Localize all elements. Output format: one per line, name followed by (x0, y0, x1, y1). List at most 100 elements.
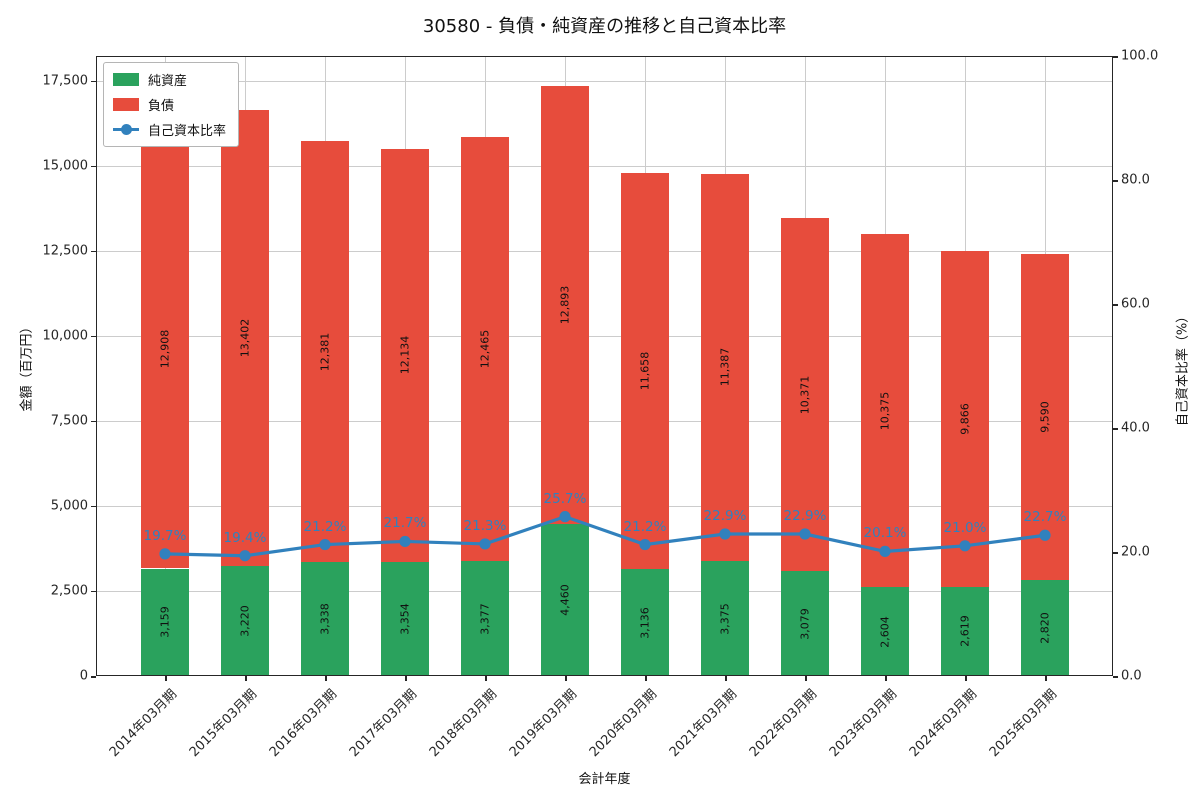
liabilities-swatch-icon (113, 98, 139, 111)
right-ytick-label: 0.0 (1121, 668, 1142, 684)
legend-label-net-assets: 純資産 (148, 74, 188, 89)
net-assets-bar (701, 561, 749, 676)
equity-ratio-marker (639, 538, 651, 551)
right-tick-mark (1113, 180, 1118, 182)
right-ytick-label: 40.0 (1121, 420, 1150, 436)
equity-ratio-marker (799, 528, 811, 540)
equity-ratio-value-label: 25.7% (543, 490, 587, 507)
net-assets-bar (861, 587, 909, 676)
left-tick-mark (91, 676, 96, 678)
left-ytick-label: 7,500 (50, 413, 88, 429)
left-ytick-label: 12,500 (42, 243, 89, 259)
equity-ratio-value-label: 21.2% (303, 518, 347, 535)
net-assets-bar (221, 566, 269, 676)
h-gridline (96, 250, 1113, 252)
x-tick-label: 2023年03月期 (827, 686, 901, 761)
x-tick-mark (405, 676, 407, 681)
net-assets-bar (621, 569, 669, 676)
left-ytick-label: 2,500 (50, 583, 88, 599)
left-tick-mark (91, 335, 96, 338)
liabilities-value-label: 11,658 (638, 351, 652, 391)
liabilities-bar (941, 251, 989, 587)
net-assets-value-label: 3,136 (638, 606, 652, 639)
h-gridline (96, 165, 1113, 167)
net-assets-value-label: 3,220 (238, 605, 252, 637)
equity-ratio-line-icon (113, 123, 139, 136)
left-ytick-label: 10,000 (42, 328, 89, 344)
x-tick-mark (885, 676, 887, 681)
legend: 純資産 負債 自己資本比率 (103, 62, 240, 147)
liabilities-value-label: 10,375 (878, 391, 892, 431)
equity-ratio-value-label: 22.9% (703, 508, 747, 525)
legend-label-equity-ratio: 自己資本比率 (148, 124, 227, 139)
x-tick-mark (1045, 676, 1047, 681)
left-tick-mark (91, 505, 96, 508)
equity-ratio-value-label: 21.3% (463, 517, 507, 534)
x-tick-label: 2019年03月期 (507, 686, 581, 761)
left-ytick-label: 5,000 (50, 498, 88, 514)
x-axis-title: 会計年度 (578, 772, 631, 787)
equity-ratio-value-label: 19.7% (143, 527, 187, 544)
x-tick-mark (645, 676, 647, 681)
net-assets-value-label: 2,619 (958, 615, 972, 648)
liabilities-value-label: 12,134 (398, 336, 412, 375)
right-ytick-label: 80.0 (1121, 172, 1150, 188)
right-ytick-label: 20.0 (1121, 544, 1150, 560)
equity-ratio-value-label: 21.0% (943, 519, 987, 536)
equity-ratio-marker (959, 540, 971, 552)
net-assets-value-label: 3,079 (798, 607, 812, 640)
liabilities-value-label: 13,402 (238, 319, 252, 358)
x-tick-mark (245, 676, 247, 681)
liabilities-bar (781, 218, 829, 572)
plot-area: 3,159 12,908 3,220 13,402 3,338 12,381 3,354 12… (96, 56, 1113, 676)
h-gridline (96, 80, 1113, 82)
right-ytick-label: 100.0 (1121, 48, 1159, 64)
chart-title: 30580 - 負債・純資産の推移と自己資本比率 (422, 16, 787, 37)
left-tick-mark (91, 250, 96, 253)
right-axis-title: 自己資本比率（%） (1175, 309, 1191, 427)
x-tick-mark (565, 676, 567, 681)
x-tick-mark (805, 676, 807, 681)
left-axis-title: 金額（百万円） (19, 320, 35, 412)
liabilities-bar (221, 110, 269, 567)
net-assets-value-label: 2,820 (1038, 612, 1052, 644)
liabilities-value-label: 12,908 (158, 329, 172, 369)
equity-ratio-value-label: 20.1% (863, 525, 907, 542)
x-tick-label: 2015年03月期 (187, 686, 261, 761)
equity-ratio-value-label: 21.2% (623, 518, 667, 535)
equity-ratio-marker (879, 545, 891, 557)
x-tick-mark (485, 676, 487, 681)
x-tick-mark (725, 676, 727, 681)
net-assets-value-label: 2,604 (878, 615, 892, 648)
net-assets-bar (541, 524, 589, 676)
liabilities-value-label: 11,387 (718, 348, 732, 387)
equity-ratio-marker (479, 538, 491, 550)
left-tick-mark (91, 80, 96, 82)
equity-ratio-value-label: 22.7% (1023, 509, 1067, 526)
liabilities-value-label: 10,371 (798, 375, 812, 415)
x-tick-label: 2025年03月期 (987, 686, 1061, 761)
h-gridline (96, 335, 1113, 337)
left-ytick-label: 17,500 (42, 73, 89, 88)
left-ytick-label: 0 (79, 668, 88, 684)
net-assets-bar (1021, 580, 1069, 676)
net-assets-bar (781, 571, 829, 676)
liabilities-bar (461, 136, 509, 562)
right-tick-mark (1113, 552, 1118, 554)
x-tick-mark (965, 676, 967, 681)
left-ytick-label: 15,000 (42, 158, 89, 174)
right-tick-mark (1113, 428, 1118, 430)
liabilities-bar (541, 85, 589, 525)
net-assets-value-label: 3,377 (478, 602, 492, 635)
equity-ratio-marker (319, 538, 331, 551)
left-tick-mark (91, 165, 96, 168)
liabilities-bar (621, 172, 669, 570)
x-tick-mark (325, 676, 327, 681)
net-assets-value-label: 4,460 (558, 584, 572, 616)
net-assets-bar (941, 586, 989, 676)
right-tick-mark (1113, 304, 1118, 306)
net-assets-bar (301, 562, 349, 676)
x-tick-label: 2022年03月期 (747, 686, 821, 761)
equity-ratio-value-label: 22.9% (783, 508, 827, 525)
x-tick-label: 2024年03月期 (907, 686, 981, 761)
